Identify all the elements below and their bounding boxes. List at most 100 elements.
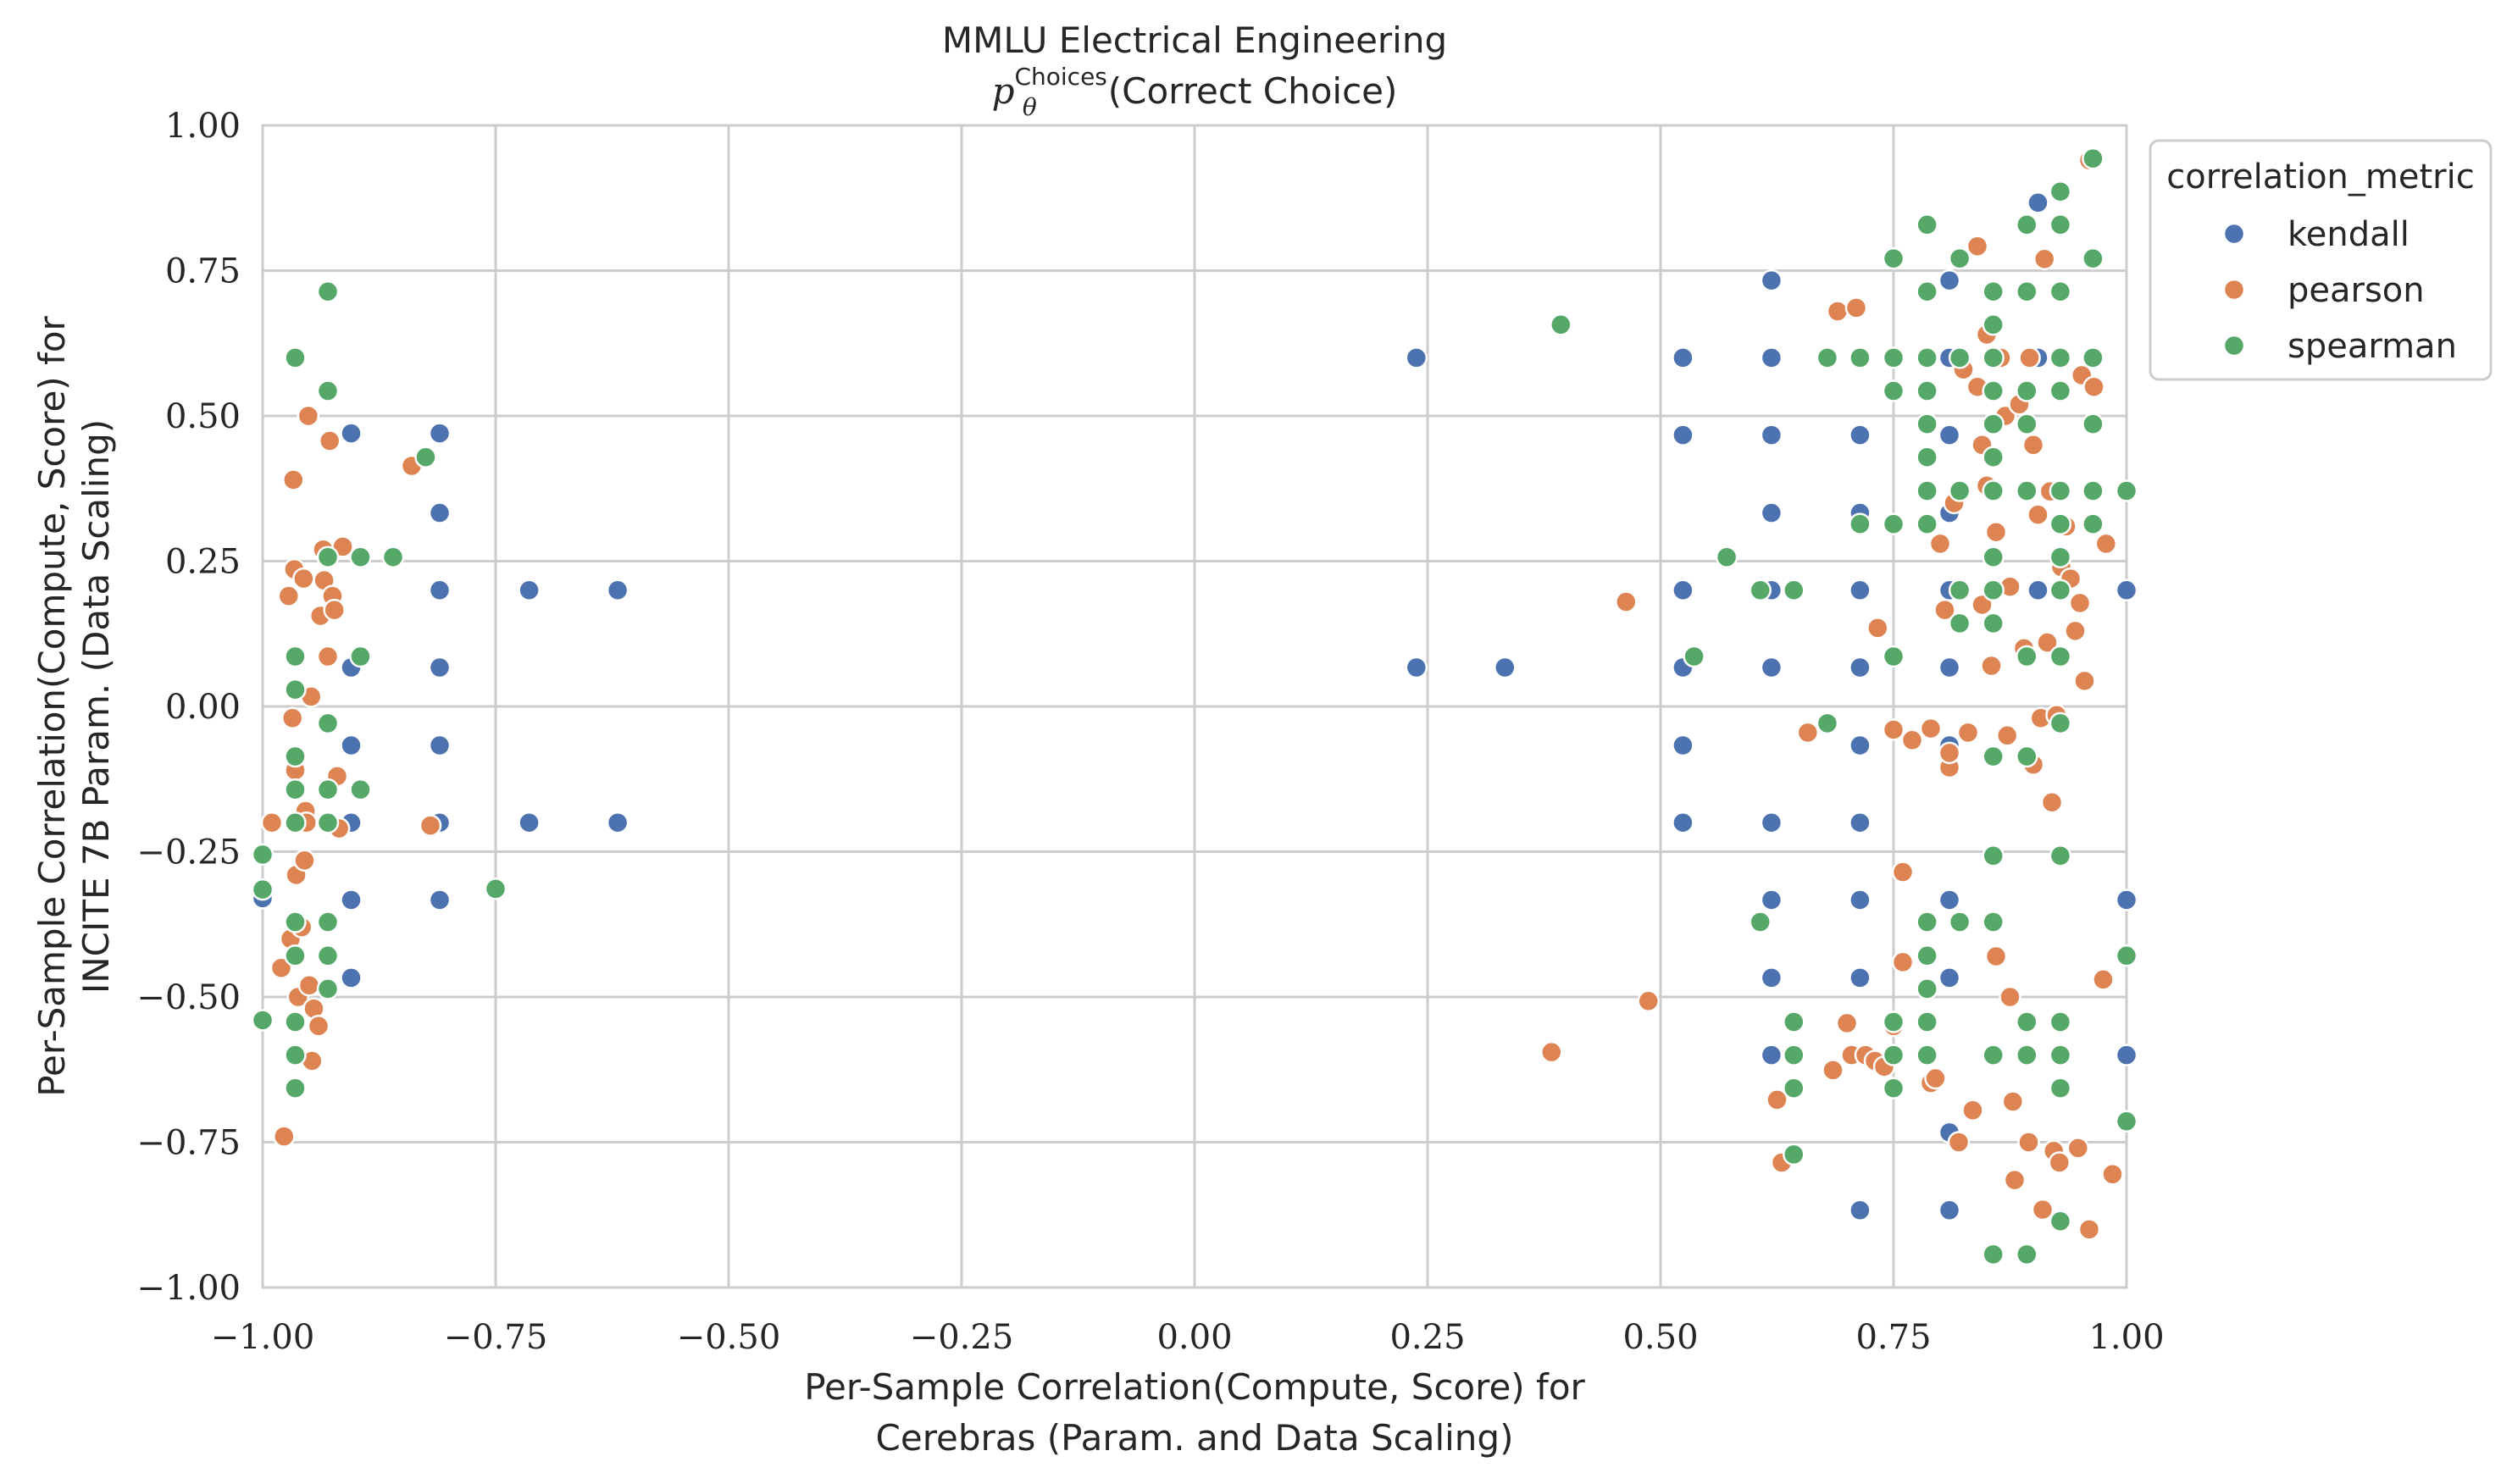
pearson-point [2094, 532, 2118, 556]
pearson-point [1540, 1040, 1563, 1064]
kendall-point [1849, 734, 1872, 757]
x-tick-label: −0.75 [444, 1318, 548, 1357]
pearson-point [269, 956, 293, 979]
kendall-point [1760, 501, 1783, 524]
kendall-point [340, 734, 363, 757]
spearman-point [349, 645, 372, 668]
pearson-point [323, 598, 346, 622]
spearman-point [284, 1077, 307, 1099]
kendall-point [1760, 1044, 1783, 1066]
spearman-point [1916, 379, 1938, 402]
spearman-point [1749, 911, 1772, 933]
spearman-point [1715, 545, 1738, 568]
kendall-point [1760, 269, 1783, 292]
kendall-point [2115, 1044, 2138, 1066]
spearman-point [1882, 246, 1905, 270]
spearman-point [1916, 479, 1938, 502]
kendall-point [1760, 656, 1783, 679]
kendall-point [340, 422, 363, 445]
spearman-point [349, 545, 372, 568]
spearman-point [316, 811, 340, 834]
spearman-point [2016, 213, 2038, 236]
y-tick-label: 0.25 [165, 543, 241, 582]
spearman-point [2049, 180, 2072, 203]
spearman-point [1982, 346, 2005, 369]
kendall-point [1849, 966, 1872, 989]
spearman-point [2016, 1044, 2038, 1066]
spearman-point [284, 811, 307, 834]
kendall-point [1672, 734, 1694, 757]
pearson-point [292, 567, 315, 590]
pearson-point [1971, 593, 1994, 617]
legend-label-pearson: pearson [2288, 271, 2425, 310]
spearman-point [381, 545, 405, 568]
spearman-point [2049, 280, 2072, 303]
spearman-point [2082, 413, 2104, 435]
pearson-point [2077, 1218, 2101, 1241]
spearman-point [349, 778, 372, 801]
pearson-point [1835, 1011, 1859, 1035]
spearman-point [316, 977, 340, 1000]
spearman-point [284, 1011, 307, 1033]
x-tick-label: 0.00 [1156, 1318, 1232, 1357]
pearson-point [2018, 346, 2041, 369]
pearson-point [419, 814, 442, 837]
pearson-point [1928, 532, 1952, 556]
subtitle-subscript: θ [1023, 93, 1037, 121]
spearman-point [1948, 579, 1971, 602]
legend-marker-spearman [2222, 334, 2246, 357]
x-tick-label: −1.00 [211, 1318, 315, 1357]
spearman-point [316, 712, 340, 735]
pearson-point [2036, 631, 2059, 654]
kendall-point [518, 811, 541, 834]
spearman-point [1916, 944, 1938, 967]
spearman-point [2016, 413, 2038, 435]
pearson-point [1637, 989, 1660, 1013]
pearson-point [1891, 861, 1915, 883]
kendall-point [428, 579, 452, 602]
kendall-point [1760, 424, 1783, 446]
kendall-point [428, 501, 452, 524]
spearman-point [251, 1009, 274, 1032]
pearson-point [1999, 985, 2021, 1009]
spearman-point [2115, 1110, 2138, 1133]
pearson-point [1938, 741, 1961, 765]
spearman-point [1916, 413, 1938, 435]
spearman-point [251, 843, 274, 867]
x-tick-label: 0.50 [1622, 1318, 1698, 1357]
pearson-point [297, 974, 321, 997]
spearman-point [1882, 1011, 1905, 1033]
spearman-point [2016, 280, 2038, 303]
x-tick-label: −0.50 [677, 1318, 781, 1357]
spearman-point [1982, 446, 2005, 468]
spearman-point [2016, 379, 2038, 402]
spearman-point [1982, 313, 2005, 336]
spearman-point [2049, 1077, 2072, 1099]
kendall-point [1849, 656, 1872, 679]
spearman-point [1550, 313, 1572, 336]
y-tick-label: 1.00 [165, 107, 241, 146]
spearman-point [1882, 645, 1905, 668]
kendall-point [606, 579, 629, 602]
spearman-point [2082, 246, 2104, 270]
pearson-point [273, 1125, 296, 1148]
y-tick-labels: −1.00 −0.75 −0.50 −0.25 0.00 0.25 0.50 0.75 1.00 [136, 107, 241, 1308]
legend-marker-pearson [2222, 278, 2246, 302]
spearman-point [284, 944, 307, 967]
kendall-point [1938, 269, 1961, 292]
spearman-point [1916, 213, 1938, 236]
pearson-point [1933, 598, 1956, 622]
data-points [251, 147, 2138, 1266]
spearman-point [1916, 977, 1938, 1000]
pearson-point [1766, 1088, 1788, 1111]
kendall-point [1849, 1199, 1872, 1222]
pearson-point [1615, 590, 1638, 613]
spearman-point [316, 778, 340, 801]
spearman-point [2082, 512, 2104, 535]
kendall-point [1849, 811, 1872, 834]
spearman-point [316, 280, 340, 303]
pearson-point [2064, 619, 2087, 643]
spearman-point [284, 778, 307, 801]
pearson-point [1947, 1131, 1971, 1154]
spearman-point [1982, 479, 2005, 502]
